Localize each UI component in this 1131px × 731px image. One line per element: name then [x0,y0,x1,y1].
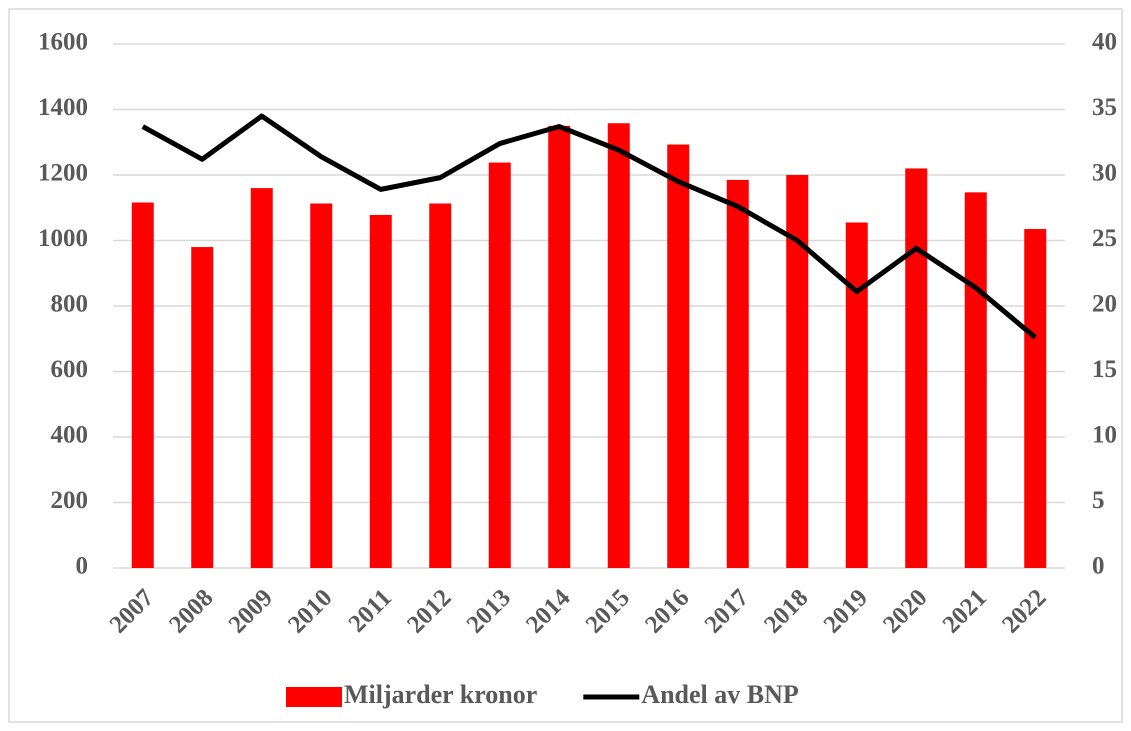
bar [429,203,452,568]
legend-label: Miljarder kronor [344,680,537,709]
x-tick-label: 2014 [521,584,576,639]
y2-tick-label: 35 [1092,94,1117,121]
legend-label: Andel av BNP [641,680,799,709]
bar [369,214,392,568]
chart-border [8,8,1123,723]
y-tick-label: 200 [51,487,89,514]
y2-tick-label: 10 [1092,422,1117,449]
y-tick-label: 400 [51,422,89,449]
bar [310,203,333,568]
y-tick-label: 1200 [38,160,88,187]
x-tick-label: 2018 [759,584,813,638]
y2-tick-label: 0 [1092,553,1105,580]
y2-tick-label: 25 [1092,225,1117,252]
y-tick-label: 0 [76,553,89,580]
bar [1024,229,1047,568]
y2-tick-label: 30 [1092,160,1117,187]
legend-swatch [286,687,342,707]
bar [131,202,154,568]
bar [191,247,214,569]
bar [548,125,571,568]
x-tick-label: 2008 [164,584,218,638]
y-tick-label: 1400 [38,94,88,121]
y-tick-label: 800 [51,291,89,318]
y-tick-label: 1600 [38,29,88,56]
y-tick-label: 1000 [38,225,88,252]
y2-tick-label: 15 [1092,356,1117,383]
bar [786,175,809,568]
y2-tick-label: 5 [1092,487,1105,514]
bar [726,179,749,568]
x-tick-label: 2016 [640,584,694,638]
x-tick-label: 2013 [462,584,516,638]
x-tick-label: 2007 [105,584,159,638]
bar [905,168,928,568]
x-tick-label: 2017 [700,584,754,638]
line [141,113,1037,340]
y2-tick-label: 20 [1092,291,1117,318]
x-tick-label: 2010 [283,584,337,638]
y2-tick-label: 40 [1092,29,1117,56]
x-tick-label: 2011 [344,584,397,637]
x-tick-label: 2012 [402,584,456,638]
x-tick-label: 2021 [938,584,992,638]
bar [964,192,987,569]
bar [845,222,868,569]
bar [488,162,511,568]
y-tick-label: 600 [51,356,89,383]
x-tick-label: 2022 [997,584,1051,638]
x-tick-label: 2019 [819,584,873,638]
bar [667,144,690,569]
bar [607,123,630,568]
x-tick-label: 2009 [224,584,278,638]
x-tick-label: 2015 [581,584,635,638]
x-tick-label: 2020 [878,584,932,638]
bar [250,188,273,568]
